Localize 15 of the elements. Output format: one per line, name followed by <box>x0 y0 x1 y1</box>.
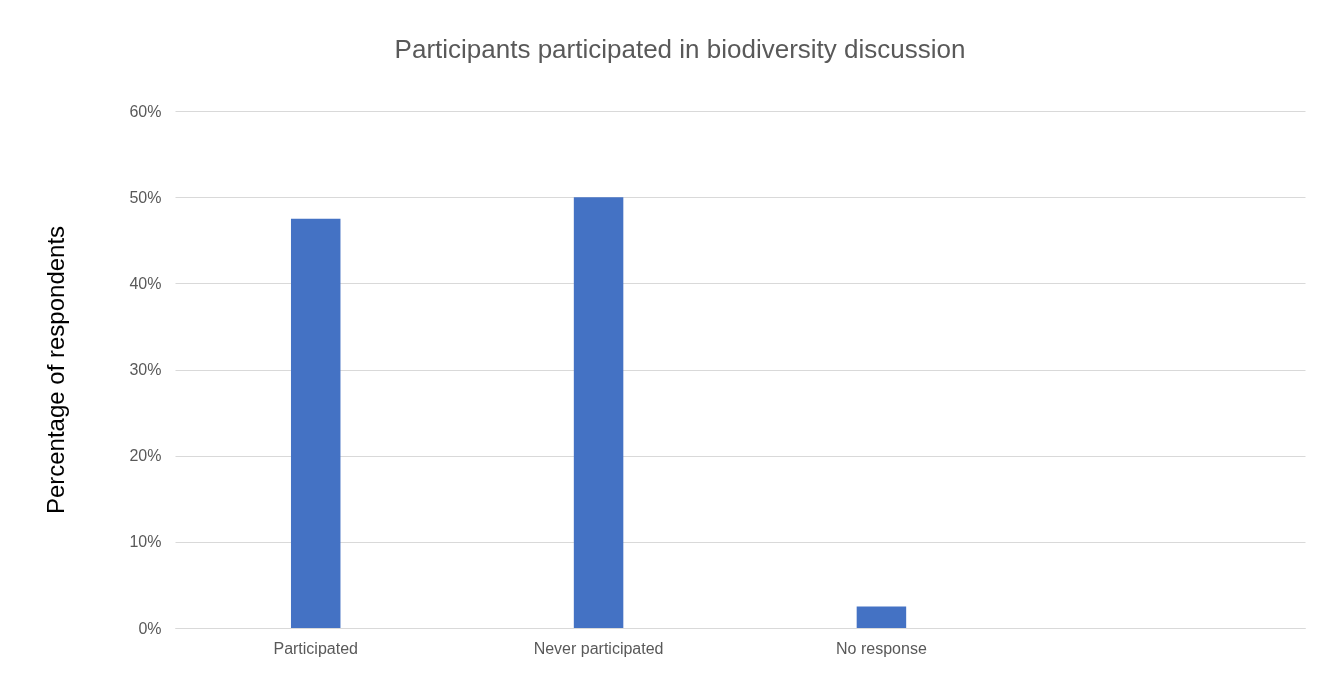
x-tick-label: Never participated <box>533 639 664 657</box>
y-tick-label: 40% <box>129 274 162 292</box>
y-axis-title: Percentage of respondents <box>42 225 70 515</box>
chart-title: Participants participated in biodiversity discussion <box>394 34 966 64</box>
bar <box>290 218 341 628</box>
y-tick-label: 10% <box>129 533 162 551</box>
bar <box>856 606 907 628</box>
x-tick-label: Participated <box>273 639 358 657</box>
y-tick-label: 30% <box>129 361 162 378</box>
y-tick-label: 60% <box>129 102 162 120</box>
bar <box>573 197 624 628</box>
y-tick-label: 0% <box>138 619 162 637</box>
y-tick-label: 50% <box>129 188 162 206</box>
y-tick-label: 20% <box>129 447 162 465</box>
x-tick-label: No response <box>836 639 927 657</box>
